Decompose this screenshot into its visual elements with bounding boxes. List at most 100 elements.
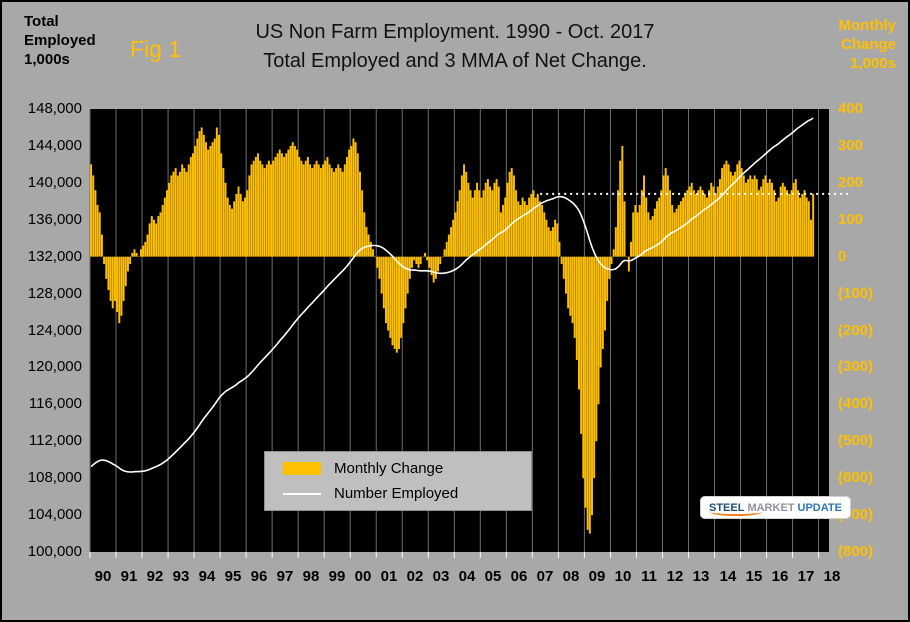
monthly-change-bar [478, 190, 481, 257]
monthly-change-bar [653, 208, 656, 257]
monthly-change-bar [671, 204, 674, 257]
monthly-change-bar [757, 190, 760, 257]
number-employed-line [90, 117, 814, 473]
monthly-change-bar [450, 227, 453, 257]
monthly-change-bar [142, 245, 145, 257]
monthly-change-bar [538, 201, 541, 257]
monthly-change-bar [766, 182, 769, 257]
monthly-change-bar [179, 171, 181, 257]
monthly-change-bar [549, 230, 552, 257]
monthly-change-bar [159, 212, 162, 257]
monthly-change-bar [252, 160, 255, 257]
monthly-change-bar [567, 256, 570, 309]
monthly-change-bar [296, 149, 299, 257]
monthly-change-bar [146, 234, 149, 257]
monthly-change-bar [332, 171, 335, 257]
monthly-change-bar [356, 153, 359, 257]
monthly-change-bar [731, 175, 734, 257]
monthly-change-bar [265, 164, 268, 257]
monthly-change-bar [545, 219, 548, 257]
monthly-change-bar [679, 201, 682, 257]
monthly-change-bar [174, 168, 177, 257]
monthly-change-bar [244, 197, 247, 257]
monthly-change-bar [148, 223, 151, 257]
monthly-change-bar [673, 212, 676, 257]
monthly-change-bar [226, 197, 229, 257]
monthly-change-bar [172, 171, 175, 257]
monthly-change-bar [322, 164, 325, 257]
monthly-change-bar [491, 190, 494, 257]
monthly-change-bar [170, 175, 173, 257]
monthly-change-bar [424, 252, 426, 257]
monthly-change-bar [111, 256, 114, 309]
monthly-change-bar [647, 212, 650, 257]
monthly-change-bar [187, 164, 190, 257]
monthly-change-bar [638, 204, 641, 257]
monthly-change-bar [309, 164, 312, 257]
monthly-change-bar [411, 256, 413, 268]
monthly-change-bar [532, 190, 535, 257]
monthly-change-bar [718, 179, 721, 257]
monthly-change-bar [400, 256, 403, 338]
monthly-change-bar [580, 256, 583, 434]
monthly-change-bar [222, 168, 225, 257]
left-axis-title: Total Employed 1,000s [24, 12, 96, 69]
monthly-change-bar [270, 164, 273, 257]
monthly-change-bar [536, 193, 539, 257]
monthly-change-bar [441, 256, 444, 258]
monthly-change-bar [413, 256, 416, 261]
monthly-change-bar [781, 182, 784, 257]
monthly-change-bar [534, 197, 537, 257]
monthly-change-bar [582, 256, 585, 479]
monthly-change-bar [428, 256, 431, 268]
monthly-change-bar [200, 127, 203, 257]
monthly-change-bar [96, 204, 99, 257]
monthly-change-bar [150, 216, 153, 257]
monthly-change-bar [341, 171, 344, 257]
monthly-change-bar [94, 190, 97, 257]
monthly-change-bar [508, 171, 511, 257]
monthly-change-bar [393, 256, 396, 349]
monthly-change-bar [116, 256, 119, 313]
monthly-change-bar [118, 256, 121, 324]
chart-title-line2: Total Employed and 3 MMA of Net Change. [263, 50, 647, 72]
monthly-change-bar [105, 256, 108, 279]
chart-title: US Non Farm Employment. 1990 - Oct. 2017… [2, 18, 908, 76]
monthly-change-bar [682, 197, 685, 257]
monthly-change-bar [417, 256, 420, 268]
monthly-change-bar [239, 193, 242, 257]
monthly-change-bar [90, 164, 93, 257]
monthly-change-bar [285, 153, 288, 257]
monthly-change-bar [372, 249, 374, 257]
monthly-change-bar [586, 256, 589, 530]
monthly-change-bar [363, 212, 366, 257]
monthly-change-bar [721, 168, 724, 257]
monthly-change-bar [419, 256, 422, 265]
monthly-change-bar [460, 175, 463, 257]
monthly-change-bar [263, 168, 266, 257]
monthly-change-bar [610, 256, 613, 265]
left-axis-title-line: Total [24, 13, 59, 30]
monthly-change-bar [274, 156, 277, 257]
monthly-change-bar [315, 160, 318, 257]
monthly-change-bar [608, 256, 611, 279]
monthly-change-bar [283, 156, 286, 257]
monthly-change-bar [430, 256, 433, 276]
monthly-change-bar [387, 256, 390, 331]
monthly-change-bar [380, 256, 383, 294]
monthly-change-bar [547, 227, 550, 257]
monthly-change-bar [723, 164, 726, 257]
monthly-change-bar [658, 197, 661, 257]
monthly-change-bar [482, 190, 485, 257]
monthly-change-bar [578, 256, 580, 390]
monthly-change-bar [345, 156, 348, 257]
monthly-change-bar [473, 190, 476, 257]
monthly-change-bar [575, 256, 578, 361]
monthly-change-bar [725, 160, 728, 257]
monthly-change-bar [632, 212, 635, 257]
monthly-change-bar [235, 193, 238, 257]
monthly-change-bar [640, 190, 643, 257]
monthly-change-bar [703, 193, 706, 257]
left-axis-title-line: 1,000s [24, 51, 70, 68]
